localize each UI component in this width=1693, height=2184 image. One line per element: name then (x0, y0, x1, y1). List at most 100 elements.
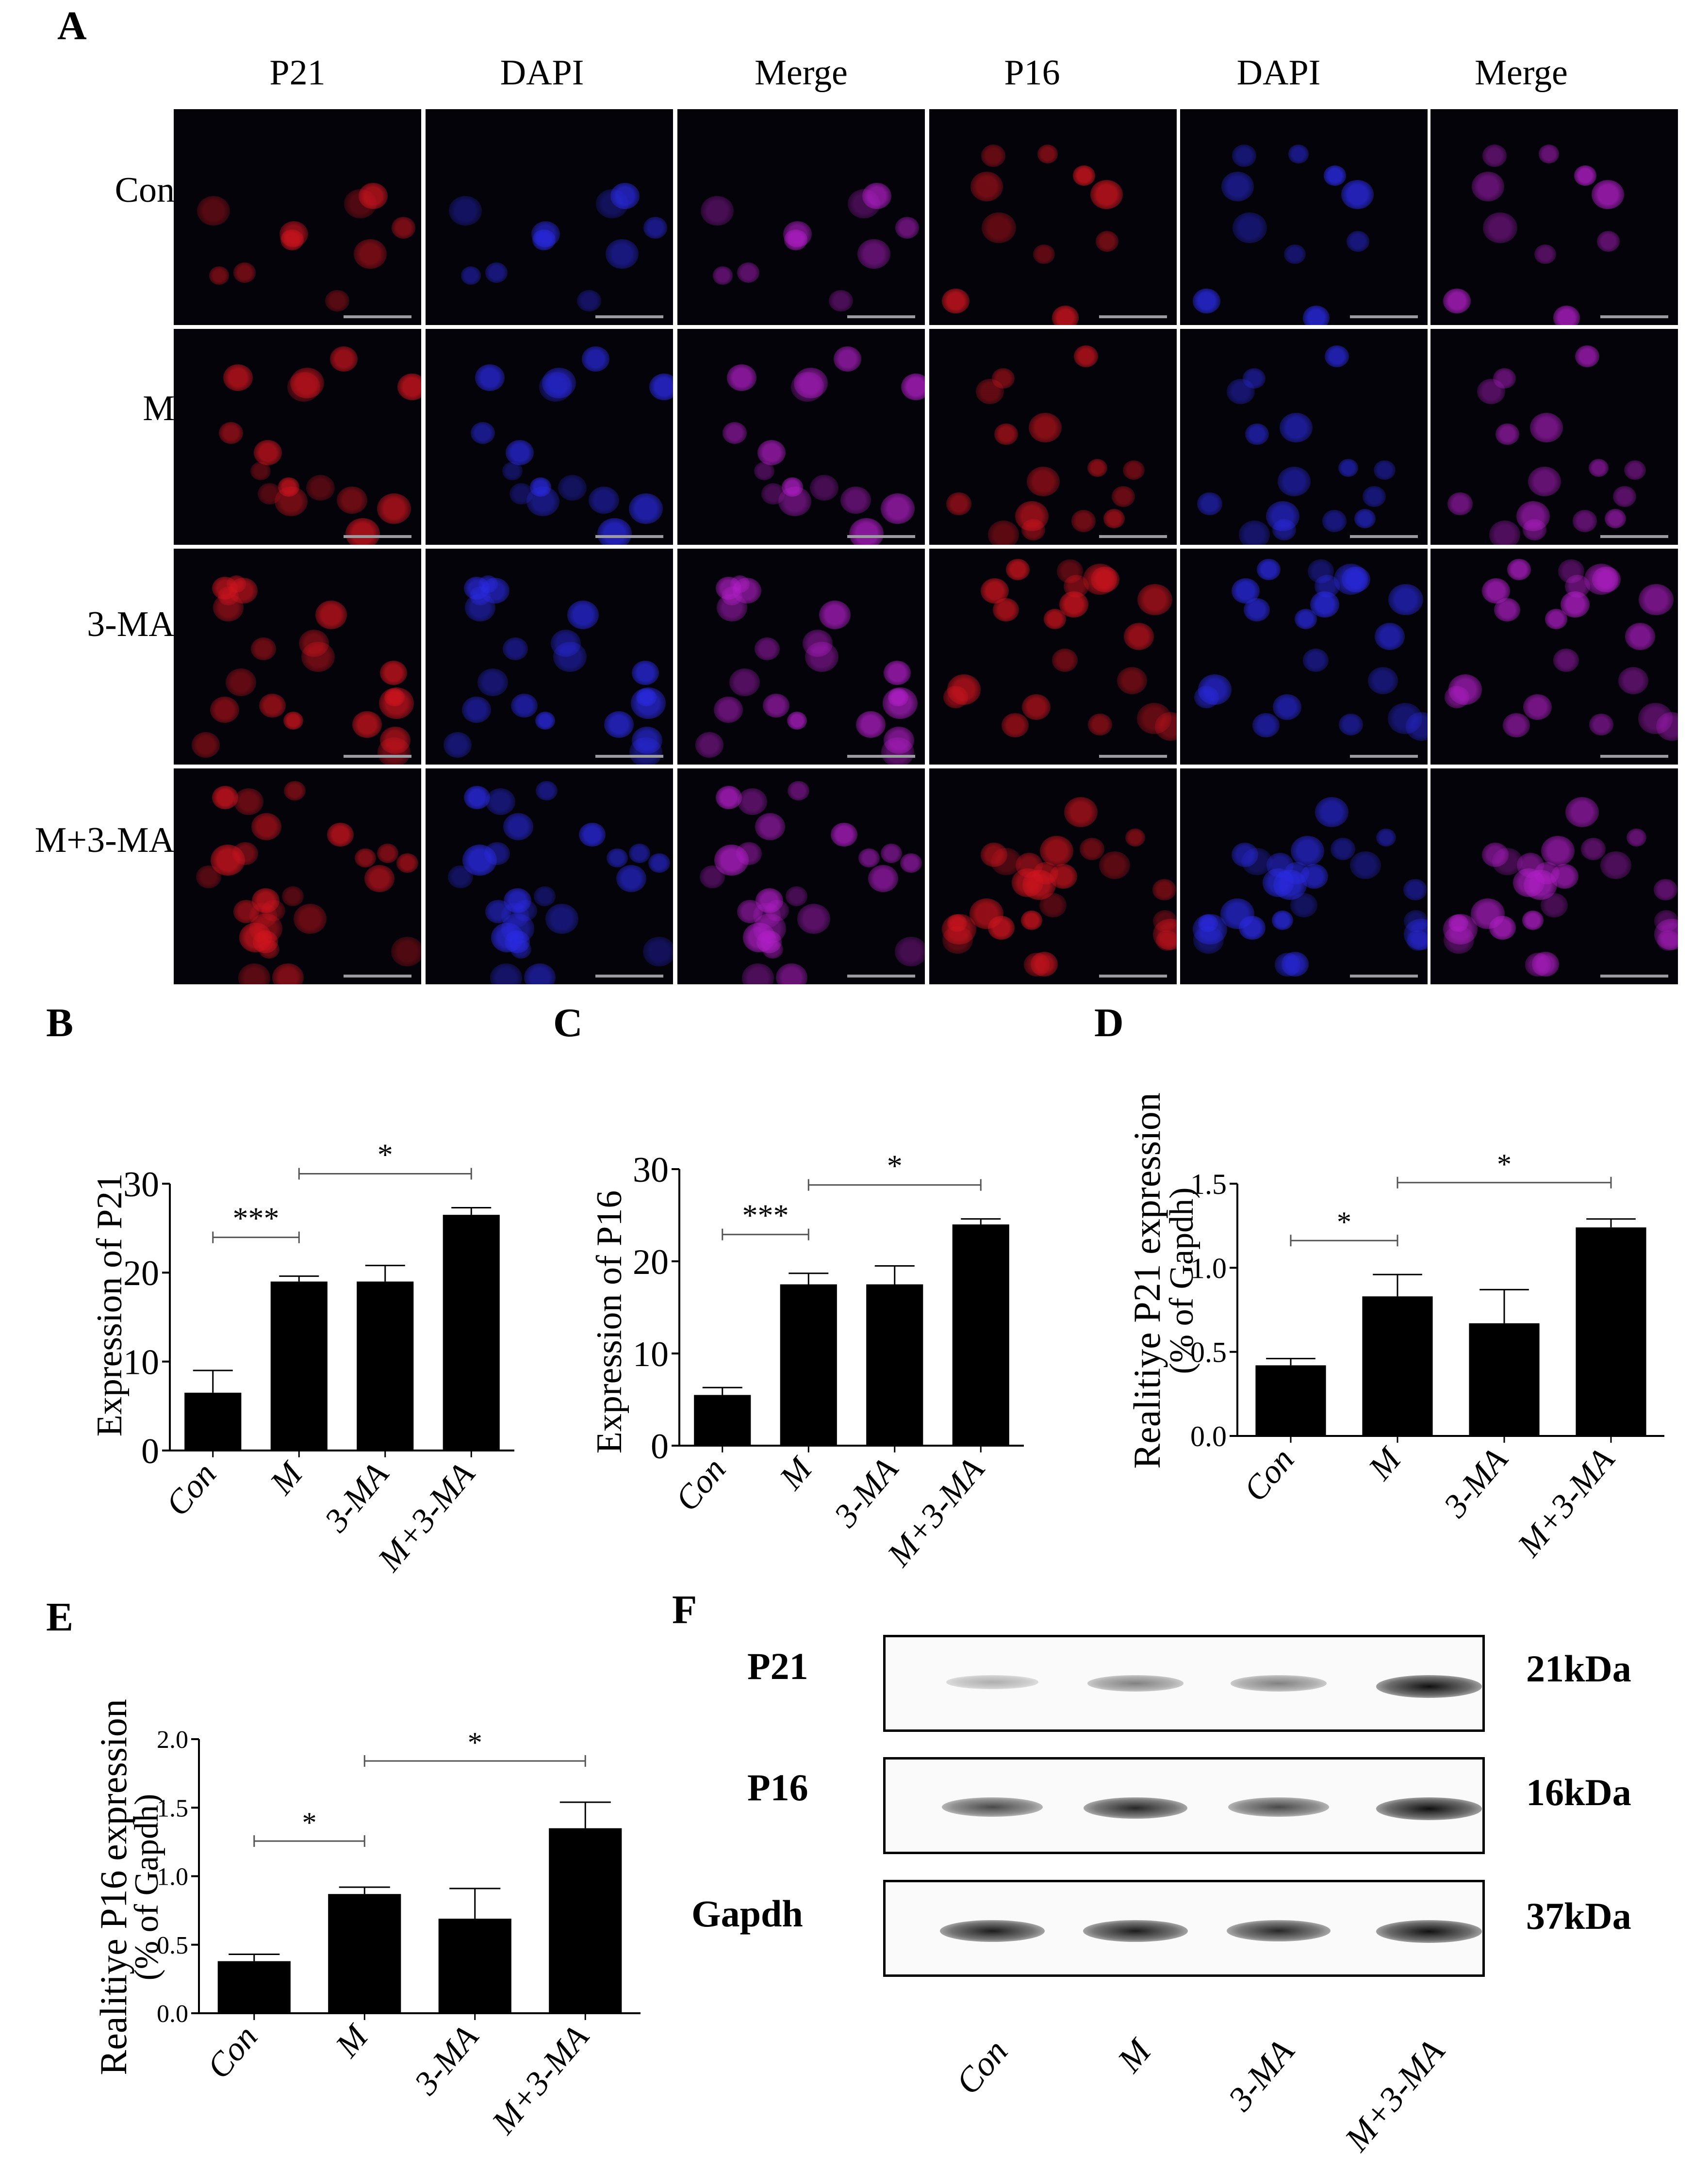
cell-nucleus (1507, 558, 1531, 580)
cell-nucleus (1374, 622, 1405, 650)
micro-panel-r2-c5 (1180, 329, 1428, 545)
y-tick-label: 20 (633, 1242, 669, 1282)
cell-nucleus (553, 641, 587, 672)
micro-panel-r1-c5 (1180, 109, 1428, 325)
cell-nucleus (1503, 713, 1530, 738)
y-tick-label: 30 (123, 1165, 159, 1205)
cell-nucleus (632, 726, 663, 754)
cell-nucleus (1245, 423, 1269, 445)
cell-nucleus (753, 913, 787, 944)
row-label-m: M (143, 389, 175, 428)
blot-band (1087, 1675, 1183, 1692)
blot-strip-p16 (883, 1757, 1485, 1854)
cell-nucleus (1574, 165, 1596, 186)
cell-nucleus (526, 486, 560, 517)
cell-nucleus (1244, 598, 1270, 622)
cell-nucleus (723, 422, 747, 444)
blot-band (1228, 1797, 1329, 1817)
micro-panel-r2-c6 (1430, 329, 1678, 545)
scale-bar (344, 755, 411, 758)
cell-nucleus (490, 963, 522, 984)
cell-nucleus (1374, 460, 1396, 480)
cell-nucleus (396, 853, 418, 873)
cell-nucleus (1302, 306, 1330, 325)
cell-nucleus (787, 711, 807, 730)
column-header-dapi-2: DAPI (1236, 53, 1321, 93)
cell-nucleus (606, 239, 639, 269)
cell-nucleus (325, 290, 349, 312)
bar (952, 1224, 1009, 1446)
blot-band (946, 1675, 1038, 1689)
scale-bar (344, 975, 411, 978)
micro-panel-r1-c6 (1430, 109, 1678, 325)
cell-nucleus (880, 493, 915, 524)
x-category-label: M+3-MA (1510, 1441, 1622, 1564)
cell-nucleus (579, 823, 606, 847)
y-tick-label: 10 (123, 1343, 159, 1383)
cell-nucleus (1388, 584, 1424, 616)
cell-nucleus (894, 937, 925, 967)
x-category-label: 3-MA (827, 1451, 905, 1535)
row-label-m3ma: M+3-MA (34, 820, 175, 860)
cell-nucleus (628, 843, 650, 863)
cell-nucleus (1080, 838, 1105, 861)
micro-panel-r4-c2 (426, 768, 673, 984)
cell-nucleus (942, 288, 970, 313)
cell-nucleus (345, 518, 380, 545)
bar-chart-e: 0.0 0.5 1.0 1.5 2.0 Con M 3-MAM+3-MA * * Realitiy… (92, 1699, 641, 2141)
cell-nucleus (831, 823, 857, 847)
cell-nucleus (1193, 288, 1220, 313)
cell-nucleus (391, 937, 421, 967)
cell-nucleus (1618, 667, 1649, 695)
cell-nucleus (1545, 609, 1568, 629)
cell-nucleus (778, 486, 812, 517)
x-category-label: M+3-MA (485, 2019, 596, 2141)
cell-nucleus (1516, 853, 1544, 878)
scale-bar (1600, 315, 1668, 318)
cell-nucleus (344, 189, 377, 218)
cell-nucleus (729, 668, 760, 696)
chart-b-ylabel: Expression of P21 (90, 1173, 130, 1437)
cell-nucleus (475, 364, 505, 391)
cell-nucleus (460, 266, 481, 285)
cell-nucleus (715, 785, 742, 810)
blot-band (1084, 1797, 1187, 1819)
chart-d-ylabel2: (% of Gapdh) (1163, 1188, 1200, 1374)
blot-lane-label: M+3-MA (1337, 2032, 1452, 2159)
cell-nucleus (1638, 703, 1673, 734)
cell-nucleus (380, 726, 411, 754)
cell-nucleus (757, 440, 786, 465)
cell-nucleus (251, 813, 281, 840)
cell-nucleus (232, 842, 258, 865)
y-tick-label: 0 (141, 1432, 159, 1471)
cell-nucleus (1023, 953, 1050, 977)
cell-nucleus (542, 368, 576, 399)
y-tick-label: 0 (651, 1427, 669, 1467)
cell-nucleus (1052, 306, 1079, 325)
cell-nucleus (485, 262, 508, 283)
cell-nucleus (1026, 466, 1060, 496)
cell-nucleus (1125, 828, 1146, 847)
cell-nucleus (1095, 231, 1118, 252)
micro-panel-r2-c3 (677, 329, 925, 545)
cell-nucleus (849, 518, 884, 545)
significance-stars: * (302, 1807, 317, 1839)
cell-nucleus (868, 865, 899, 893)
cell-nucleus (1152, 879, 1177, 900)
cell-nucleus (604, 711, 634, 738)
cell-nucleus (226, 575, 246, 593)
cell-nucleus (1288, 145, 1309, 163)
blot-strip-gapdh (883, 1880, 1485, 1977)
cell-nucleus (531, 221, 560, 247)
blot-label-p21: P21 (747, 1645, 808, 1687)
cell-nucleus (250, 637, 276, 660)
cell-nucleus (524, 963, 556, 984)
x-category-label: M (328, 2017, 376, 2065)
significance-stars: * (887, 1149, 903, 1183)
cell-nucleus (1103, 509, 1125, 528)
micro-panel-r2-c4 (929, 329, 1177, 545)
cell-nucleus (1333, 563, 1368, 595)
cell-nucleus (1037, 145, 1058, 163)
blot-size-p16: 16kDa (1526, 1771, 1631, 1813)
cell-nucleus (337, 486, 368, 514)
